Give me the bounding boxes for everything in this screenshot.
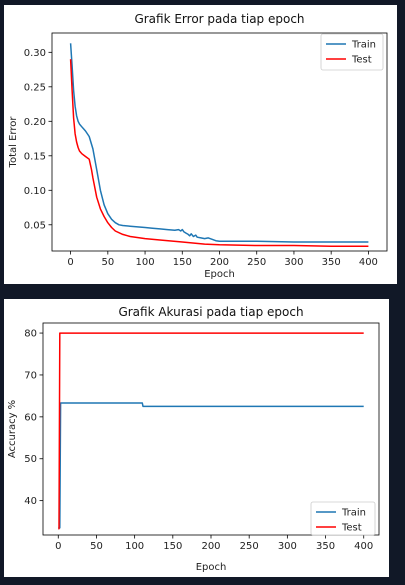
error-series-train-line (69, 43, 369, 243)
error-chart: Grafik Error pada tiap epoch 0 50 100 150 200… (8, 12, 388, 280)
accuracy-y-tick-label: 50 (24, 454, 37, 465)
error-series-test-line (69, 59, 369, 247)
accuracy-y-tick-label: 40 (24, 496, 37, 507)
error-legend-label-test: Test (351, 55, 372, 66)
error-y-tick-label: 0.10 (24, 186, 46, 197)
accuracy-x-tick-label: 400 (354, 541, 373, 552)
error-legend: Train Test (320, 33, 384, 71)
error-y-axis-label: Total Error (8, 116, 19, 169)
accuracy-legend-label-train: Train (341, 508, 366, 519)
error-chart-panel: Grafik Error pada tiap epoch 0 50 100 150 200… (4, 5, 397, 284)
accuracy-y-tick-label: 70 (24, 370, 37, 381)
error-legend-label-train: Train (351, 40, 376, 51)
error-x-tick-label: 350 (322, 257, 341, 268)
accuracy-y-tick-label: 80 (24, 329, 37, 340)
error-x-tick-label: 250 (247, 257, 266, 268)
accuracy-legend: Train Test (310, 501, 376, 536)
error-y-tick-label: 0.20 (24, 117, 46, 128)
error-y-tick-label: 0.05 (24, 220, 46, 231)
accuracy-chart: Grafik Akurasi pada tiap epoch 0 50 100 150 2… (7, 305, 380, 573)
error-y-tick-label: 0.15 (24, 151, 46, 162)
error-legend-box (320, 33, 384, 71)
accuracy-x-tick-label: 0 (55, 541, 61, 552)
accuracy-x-tick-label: 350 (316, 541, 335, 552)
error-x-tick-label: 200 (210, 257, 229, 268)
error-x-tick-label: 300 (284, 257, 303, 268)
accuracy-x-tick-label: 300 (278, 541, 297, 552)
accuracy-x-tick-label: 100 (125, 541, 144, 552)
accuracy-y-tick-label: 60 (24, 412, 37, 423)
error-x-tick-label: 400 (359, 257, 378, 268)
error-x-tick-label: 50 (101, 257, 114, 268)
error-y-tick-label: 0.25 (24, 82, 46, 93)
error-x-tick-label: 100 (136, 257, 155, 268)
error-chart-title: Grafik Error pada tiap epoch (134, 12, 304, 26)
accuracy-legend-label-test: Test (341, 523, 362, 534)
accuracy-chart-title: Grafik Akurasi pada tiap epoch (118, 305, 303, 319)
accuracy-x-tick-label: 50 (90, 541, 103, 552)
accuracy-y-axis-label: Accuracy % (7, 400, 18, 458)
error-x-axis-label: Epoch (204, 269, 235, 280)
accuracy-series-test-line (58, 332, 364, 530)
error-y-tick-label: 0.30 (24, 48, 46, 59)
accuracy-x-tick-label: 250 (240, 541, 259, 552)
accuracy-x-tick-label: 150 (163, 541, 182, 552)
accuracy-x-tick-label: 200 (201, 541, 220, 552)
accuracy-chart-panel: Grafik Akurasi pada tiap epoch 0 50 100 150 2… (4, 299, 389, 577)
accuracy-x-axis-label: Epoch (196, 562, 227, 573)
error-x-tick-label: 0 (67, 257, 73, 268)
error-x-tick-label: 150 (173, 257, 192, 268)
